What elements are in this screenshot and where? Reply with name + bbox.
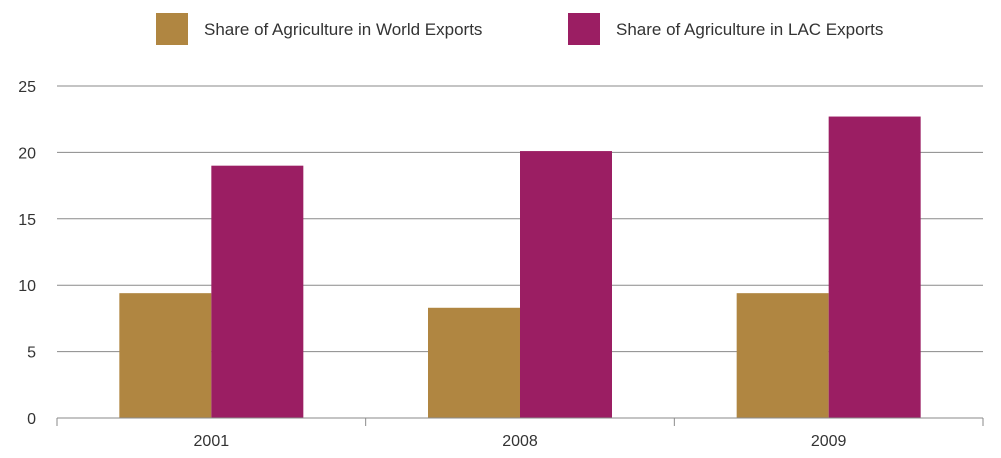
y-tick-label-15: 15 [18, 212, 36, 229]
y-tick-label-0: 0 [27, 411, 36, 428]
legend-swatch-2 [568, 13, 600, 45]
x-tick-label-2001: 2001 [194, 433, 230, 450]
x-tick-label-2009: 2009 [811, 433, 847, 450]
bar-series1-2008 [428, 307, 520, 418]
bar-series2-2009 [828, 116, 921, 418]
legend-swatch-1 [156, 13, 188, 45]
y-tick-label-25: 25 [18, 79, 36, 96]
bar-series1-2001 [119, 293, 212, 418]
bar-series1-2009 [736, 293, 829, 418]
bars [119, 116, 921, 418]
y-tick-label-20: 20 [18, 145, 36, 162]
y-axis: 0 5 10 15 20 25 [18, 79, 36, 428]
legend-label-1: Share of Agriculture in World Exports [204, 20, 482, 39]
legend: Share of Agriculture in World Exports Sha… [156, 13, 883, 45]
bar-series2-2008 [520, 151, 612, 418]
x-tick-label-2008: 2008 [502, 433, 538, 450]
y-tick-label-10: 10 [18, 278, 36, 295]
x-axis: 2001 2008 2009 [56, 417, 984, 450]
y-tick-label-5: 5 [27, 345, 36, 362]
legend-label-2: Share of Agriculture in LAC Exports [616, 20, 883, 39]
bar-series2-2001 [211, 165, 304, 418]
